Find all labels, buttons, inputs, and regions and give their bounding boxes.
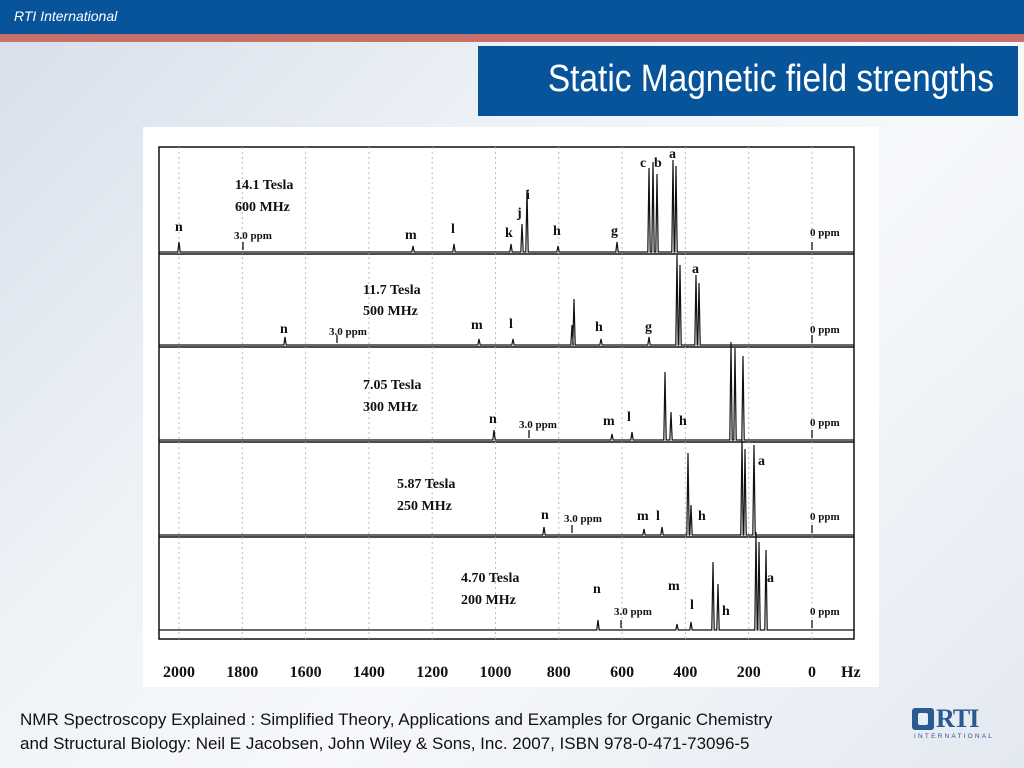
accent-stripe <box>0 34 1024 42</box>
peak-label: m <box>603 414 615 429</box>
panel-3-ref: 3.0 ppm <box>519 419 557 431</box>
panel-4-freq: 250 MHz <box>397 499 452 514</box>
peak-label: c <box>640 156 646 171</box>
peak-label: l <box>509 317 513 332</box>
peak-label: n <box>489 412 497 427</box>
spectrum-trace <box>159 159 854 253</box>
plot-frame <box>158 146 855 640</box>
spectrum-trace <box>159 341 854 441</box>
peak-label: b <box>654 156 662 171</box>
peak-label: g <box>645 320 652 335</box>
panel-5-freq: 200 MHz <box>461 593 516 608</box>
rti-logo: RTI INTERNATIONAL <box>912 704 995 746</box>
rti-logo-icon <box>912 708 934 730</box>
axis-tick-label: 600 <box>610 664 634 681</box>
peak-label: m <box>405 228 417 243</box>
axis-tick-label: 1800 <box>226 664 258 681</box>
peak-label: h <box>553 224 561 239</box>
peak-label: j <box>516 206 522 221</box>
panel-3-freq: 300 MHz <box>363 400 418 415</box>
panel-2-ref: 3.0 ppm <box>329 326 367 338</box>
axis-tick-label: 800 <box>547 664 571 681</box>
axis-tick-label: 1600 <box>290 664 322 681</box>
peak-label: h <box>698 509 706 524</box>
peak-label: n <box>175 220 183 235</box>
title-box: Static Magnetic field strengths <box>478 46 1018 116</box>
axis-tick-label: 1400 <box>353 664 385 681</box>
spectrum-trace <box>159 254 854 346</box>
panel-1-ref: 3.0 ppm <box>234 230 272 242</box>
panel-1-field: 14.1 Tesla <box>235 178 293 193</box>
peak-label: h <box>679 414 687 429</box>
peak-label: m <box>668 579 680 594</box>
axis-tick-label: 1000 <box>480 664 512 681</box>
peak-label: a <box>692 262 699 277</box>
panel-4-field: 5.87 Tesla <box>397 477 455 492</box>
nmr-spectra-figure: 14.1 Tesla 600 MHz 3.0 ppm 0 ppm n m l k… <box>143 127 879 687</box>
organization-name: RTI International <box>14 8 118 24</box>
citation-line-2: and Structural Biology: Neil E Jacobsen,… <box>20 734 750 753</box>
peak-label: h <box>595 320 603 335</box>
peak-label: i <box>526 188 530 203</box>
peak-label: n <box>541 508 549 523</box>
axis-unit: Hz <box>841 664 861 681</box>
peak-label: l <box>690 598 694 613</box>
peak-label: k <box>505 226 513 241</box>
peak-label: g <box>611 224 618 239</box>
panel-4-ref: 3.0 ppm <box>564 513 602 525</box>
peak-label: m <box>471 318 483 333</box>
nmr-spectra-svg: 14.1 Tesla 600 MHz 3.0 ppm 0 ppm n m l k… <box>158 146 861 681</box>
axis-tick-label: 1200 <box>416 664 448 681</box>
panel-5-field: 4.70 Tesla <box>461 571 519 586</box>
spectrum-trace <box>159 531 854 631</box>
panel-1-freq: 600 MHz <box>235 200 290 215</box>
panel-3-zero: 0 ppm <box>810 417 840 429</box>
rti-logo-text: RTI <box>936 704 979 733</box>
citation-line-1: NMR Spectroscopy Explained : Simplified … <box>20 710 773 729</box>
peak-label: n <box>593 582 601 597</box>
peak-label: l <box>656 509 660 524</box>
spectrum-trace <box>159 438 854 536</box>
peak-label: a <box>758 454 765 469</box>
header-bar: RTI International <box>0 0 1024 34</box>
peak-label: l <box>451 222 455 237</box>
peak-label: a <box>767 571 774 586</box>
panel-3-field: 7.05 Tesla <box>363 378 421 393</box>
panel-2-field: 11.7 Tesla <box>363 283 421 298</box>
axis-tick-label: 400 <box>673 664 697 681</box>
rti-logo-subtext: INTERNATIONAL <box>914 733 995 740</box>
panel-1-zero: 0 ppm <box>810 227 840 239</box>
peak-label: l <box>627 410 631 425</box>
panel-4-zero: 0 ppm <box>810 511 840 523</box>
citation-caption: NMR Spectroscopy Explained : Simplified … <box>20 708 910 756</box>
peak-label: n <box>280 322 288 337</box>
panel-2-zero: 0 ppm <box>810 324 840 336</box>
panel-5-ref: 3.0 ppm <box>614 606 652 618</box>
panel-5-zero: 0 ppm <box>810 606 840 618</box>
peak-label: a <box>669 147 676 162</box>
peak-label: m <box>637 509 649 524</box>
axis-tick-label: 0 <box>808 664 816 681</box>
peak-label: h <box>722 604 730 619</box>
axis-tick-label: 2000 <box>163 664 195 681</box>
axis-tick-label: 200 <box>737 664 761 681</box>
panel-2-freq: 500 MHz <box>363 304 418 319</box>
slide-title: Static Magnetic field strengths <box>547 58 994 100</box>
